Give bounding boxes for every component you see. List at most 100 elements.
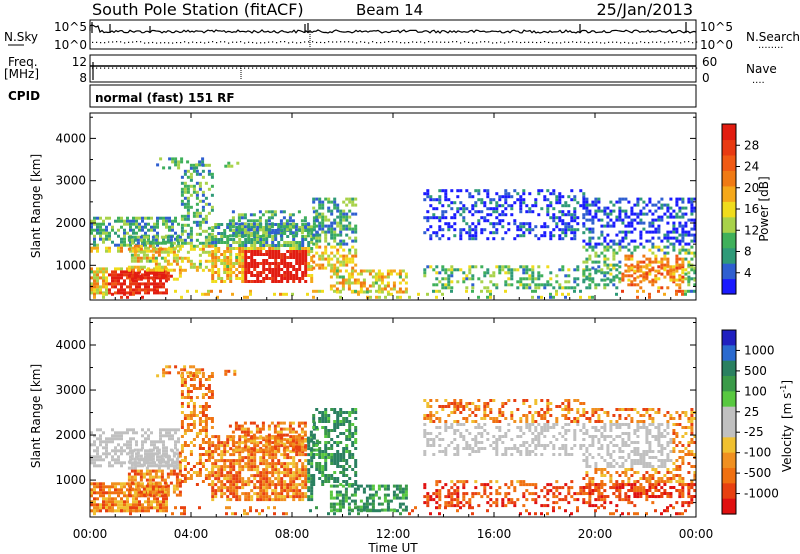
- echo-cell: [207, 387, 211, 390]
- echo-cell: [351, 453, 355, 456]
- echo-cell: [204, 196, 208, 200]
- echo-cell: [172, 268, 176, 272]
- search-noise-dot: [444, 41, 446, 43]
- echo-cell: [276, 231, 280, 235]
- colorbar-tick-label: 8: [744, 245, 752, 259]
- colorbar-segment: [722, 201, 736, 218]
- echo-cell: [111, 276, 114, 280]
- echo-cell: [298, 268, 302, 271]
- echo-cell: [229, 253, 233, 256]
- nave-dot: [356, 67, 358, 69]
- echo-cell: [210, 235, 214, 239]
- echo-cell: [492, 222, 496, 226]
- echo-cell: [573, 280, 577, 284]
- echo-cell: [630, 268, 634, 272]
- echo-cell: [214, 477, 218, 481]
- echo-cell: [321, 230, 325, 234]
- echo-cell: [345, 447, 349, 450]
- echo-cell: [159, 157, 163, 161]
- nave-dot: [604, 67, 606, 69]
- echo-cell: [573, 195, 577, 199]
- echo-cell: [268, 465, 272, 469]
- nave-dot: [220, 67, 222, 69]
- echo-cell: [156, 219, 159, 223]
- echo-cell: [250, 474, 254, 478]
- echo-cell: [606, 233, 610, 237]
- echo-cell: [318, 453, 322, 456]
- echo-cell: [585, 209, 589, 213]
- echo-cell: [111, 482, 114, 486]
- echo-cell: [636, 203, 640, 207]
- search-noise-dot: [92, 41, 94, 43]
- echo-cell: [298, 492, 302, 496]
- echo-cell: [549, 283, 553, 287]
- echo-cell: [543, 286, 547, 290]
- search-noise-dot: [364, 41, 366, 43]
- echo-cell: [249, 234, 253, 238]
- echo-cell: [681, 268, 685, 272]
- echo-cell: [145, 454, 149, 458]
- echo-cell: [141, 267, 144, 271]
- echo-cell: [348, 477, 352, 480]
- echo-cell: [99, 491, 102, 495]
- echo-cell: [432, 283, 436, 287]
- echo-cell: [289, 450, 293, 454]
- echo-cell: [336, 456, 340, 459]
- echo-cell: [226, 259, 230, 262]
- search-noise-dot: [208, 41, 210, 43]
- echo-cell: [274, 244, 278, 247]
- echo-cell: [240, 234, 244, 238]
- echo-cell: [126, 440, 129, 444]
- echo-cell: [238, 262, 242, 265]
- echo-cell: [114, 434, 117, 438]
- echo-cell: [232, 495, 236, 499]
- echo-cell: [675, 239, 679, 243]
- echo-cell: [114, 431, 117, 435]
- echo-cell: [618, 215, 622, 219]
- nave-dot: [284, 67, 286, 69]
- echo-cell: [295, 247, 299, 250]
- echo-cell: [657, 224, 661, 228]
- echo-cell: [259, 459, 263, 463]
- echo-cell: [198, 265, 202, 269]
- echo-cell: [339, 456, 343, 459]
- echo-cell: [627, 248, 631, 252]
- echo-cell: [126, 443, 129, 447]
- echo-cell: [147, 216, 150, 220]
- echo-cell: [341, 281, 345, 285]
- echo-cell: [274, 247, 278, 250]
- echo-cell: [262, 268, 266, 271]
- echo-cell: [330, 209, 334, 213]
- echo-cell: [243, 222, 247, 226]
- echo-cell: [588, 203, 592, 207]
- echo-cell: [392, 284, 396, 288]
- echo-cell: [645, 275, 649, 279]
- echo-cell: [558, 195, 562, 199]
- echo-cell: [277, 483, 281, 487]
- echo-cell: [471, 277, 475, 281]
- echo-cell: [690, 203, 694, 207]
- search-noise-dot: [116, 41, 118, 43]
- echo-cell: [301, 274, 305, 277]
- echo-cell: [681, 236, 685, 240]
- echo-cell: [174, 160, 178, 164]
- nave-dot: [436, 67, 438, 69]
- echo-cell: [171, 225, 174, 229]
- nave-dot: [432, 67, 434, 69]
- colorbar-segment: [722, 278, 736, 295]
- echo-cell: [348, 414, 352, 417]
- echo-cell: [333, 245, 337, 249]
- echo-cell: [111, 503, 114, 507]
- echo-cell: [201, 208, 205, 212]
- echo-cell: [123, 288, 126, 292]
- echo-cell: [468, 237, 472, 241]
- echo-cell: [211, 268, 215, 271]
- echo-cell: [495, 216, 499, 220]
- echo-cell: [678, 283, 682, 287]
- echo-cell: [654, 274, 658, 278]
- echo-cell: [633, 218, 637, 222]
- echo-cell: [244, 262, 248, 265]
- echo-cell: [327, 477, 331, 480]
- echo-cell: [241, 277, 245, 280]
- echo-cell: [126, 431, 129, 435]
